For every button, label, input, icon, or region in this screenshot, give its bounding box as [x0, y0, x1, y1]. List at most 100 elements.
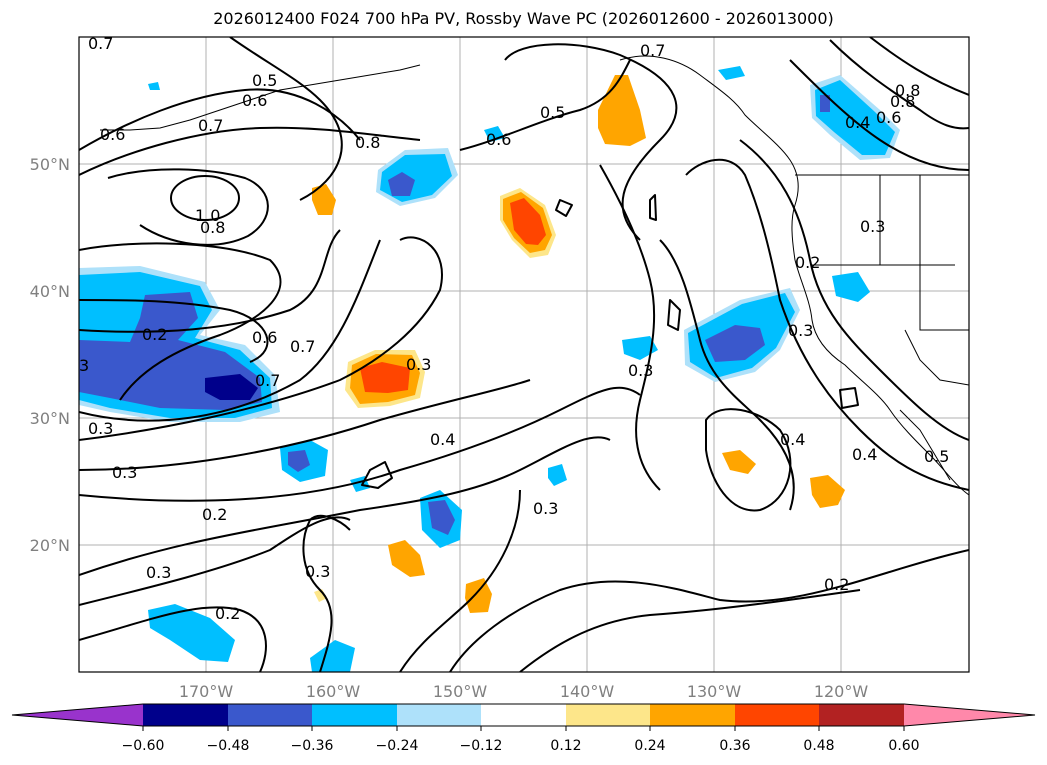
- contour-label: 0.6: [876, 108, 901, 127]
- contour-label: 0.7: [88, 34, 113, 53]
- contour-label: 3: [79, 356, 89, 375]
- colorbar-tick-label: −0.12: [460, 738, 503, 754]
- colorbar-tick-label: −0.48: [207, 738, 250, 754]
- anomaly-pos-154w: [388, 540, 425, 577]
- lon-label-160w: 160°W: [306, 682, 361, 701]
- contour-label: 0.3: [112, 463, 137, 482]
- colorbar-segment: [397, 704, 481, 726]
- contour-label: 0.7: [290, 337, 315, 356]
- map-frame: [78, 36, 970, 673]
- map-panel: 0.7 0.5 0.6 0.7 0.6 0.8 1.0 0.8 0.6 0.5 …: [78, 34, 970, 673]
- contour-label: 0.2: [202, 505, 227, 524]
- anomaly-pos-148w: [465, 578, 492, 613]
- anomaly-neg-ne-dark: [820, 95, 830, 112]
- contour-label: 0.8: [890, 92, 915, 111]
- contour-label: 0.3: [788, 321, 813, 340]
- contour-line: [79, 242, 282, 401]
- colorbar-segment: [143, 704, 228, 726]
- contour-label: 0.3: [406, 355, 431, 374]
- contour-label: 0.3: [88, 419, 113, 438]
- colorbar-tick-label: −0.24: [376, 738, 419, 754]
- colorbar-segment: [228, 704, 312, 726]
- coastline-alaska: [619, 55, 969, 496]
- anomaly-neg-130w-dark: [705, 325, 765, 362]
- contour-label: 0.6: [486, 130, 511, 149]
- contour-line: [739, 139, 969, 441]
- contour-line: [79, 229, 341, 333]
- lon-label-170w: 170°W: [179, 682, 234, 701]
- colorbar-segment: [312, 704, 397, 726]
- contour-line: [79, 516, 351, 606]
- contour-label: 0.8: [895, 81, 920, 100]
- contour-line: [459, 59, 631, 151]
- contour-line: [79, 126, 421, 176]
- contour-label: 0.5: [540, 103, 565, 122]
- contour-label: 0.2: [824, 575, 849, 594]
- colorbar-tick-label: 0.48: [803, 738, 834, 754]
- contour-line: [599, 164, 661, 491]
- contour-label: 0.3: [860, 217, 885, 236]
- coastlines: [100, 55, 969, 496]
- anomaly-neg-bottom-mid: [310, 640, 355, 672]
- contour-line: [519, 589, 861, 672]
- contour-line: [79, 379, 531, 471]
- anomaly-pos-121w: [810, 475, 845, 508]
- contour-label: 0.8: [355, 133, 380, 152]
- contour-label: 0.3: [146, 563, 171, 582]
- pv-contours: [79, 37, 969, 672]
- contour-line: [79, 606, 267, 672]
- colorbar-tick-label: 0.36: [719, 738, 750, 754]
- contour-label: 0.6: [100, 125, 125, 144]
- anomaly-neg-sw1-dark: [288, 450, 310, 472]
- anomaly-neg-155w-dark: [388, 172, 415, 196]
- anomaly-neg-west-darkest: [205, 374, 258, 400]
- contour-label: 0.2: [795, 253, 820, 272]
- contour-line: [302, 514, 351, 672]
- contour-line: [555, 199, 573, 217]
- colorbar-ticks: [142, 726, 905, 731]
- contour-line: [504, 43, 678, 241]
- contour-label: 0.4: [852, 445, 877, 464]
- contour-label: 0.7: [198, 116, 223, 135]
- lon-label-120w: 120°W: [814, 682, 869, 701]
- anomaly-neg-sw-bottom: [148, 604, 235, 662]
- colorbar-segment: [650, 704, 735, 726]
- colorbar-segment: [904, 704, 1035, 726]
- contour-line: [79, 386, 641, 502]
- contour-line: [667, 299, 681, 331]
- colorbar-segment: [481, 704, 566, 726]
- contour-line: [79, 239, 381, 422]
- contour-line: [829, 39, 969, 130]
- contour-line: [705, 408, 792, 512]
- lon-label-150w: 150°W: [433, 682, 488, 701]
- contour-label: 0.3: [305, 562, 330, 581]
- border-inland: [879, 175, 969, 331]
- colorbar-tick-label: 0.24: [634, 738, 665, 754]
- anomaly-neg-134w: [622, 336, 658, 360]
- coastline-aleutians: [100, 64, 421, 131]
- contour-label: 0.3: [628, 361, 653, 380]
- page-title: 2026012400 F024 700 hPa PV, Rossby Wave …: [213, 9, 834, 28]
- lat-label-40n: 40°N: [30, 282, 70, 301]
- contour-label: 0.7: [255, 371, 280, 390]
- colorbar-segment: [566, 704, 650, 726]
- lat-labels: 20°N 30°N 40°N 50°N: [30, 155, 70, 555]
- contour-label: 0.4: [430, 430, 455, 449]
- contour-label: 0.6: [252, 328, 277, 347]
- contour-line: [399, 489, 521, 672]
- colorbar-segment: [735, 704, 819, 726]
- colorbar-tick-label: −0.36: [291, 738, 334, 754]
- contour-line: [79, 236, 443, 441]
- anomaly-neg-174w: [148, 82, 160, 90]
- contour-label: 0.5: [252, 71, 277, 90]
- contour-label: 1.0: [195, 206, 220, 225]
- lon-label-140w: 140°W: [560, 682, 615, 701]
- contour-line: [839, 387, 859, 409]
- lat-label-30n: 30°N: [30, 409, 70, 428]
- contour-label: 0.2: [142, 325, 167, 344]
- lon-labels: 170°W 160°W 150°W 140°W 130°W 120°W: [179, 682, 869, 701]
- contour-line: [79, 436, 611, 576]
- contour-label: 0.4: [845, 113, 870, 132]
- contour-line: [361, 461, 393, 489]
